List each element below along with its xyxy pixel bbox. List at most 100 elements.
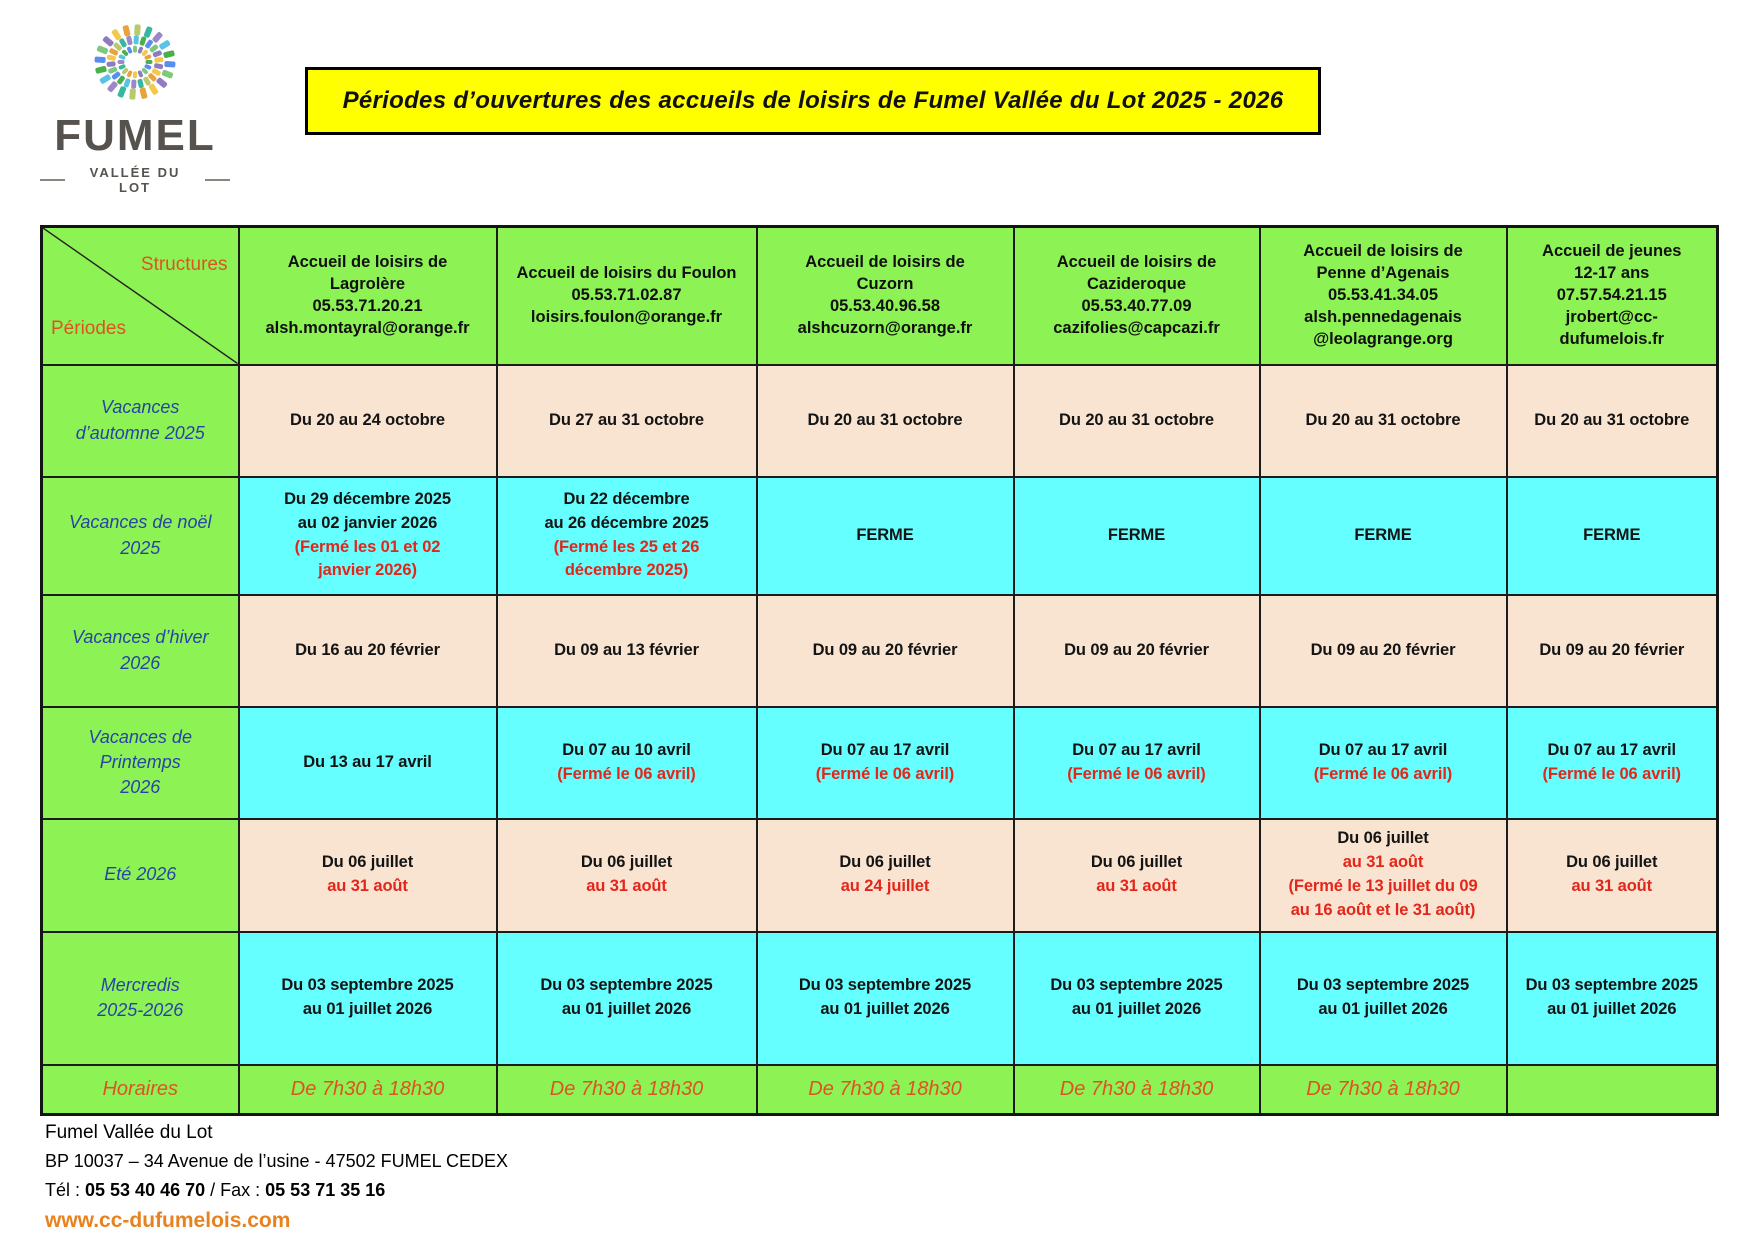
cell-line: Du 29 décembre 2025 (284, 489, 451, 508)
logo-burst-icon (94, 24, 176, 100)
column-header-line: Accueil de loisirs de (1056, 252, 1217, 271)
column-header-line: 05.53.40.96.58 (829, 296, 941, 315)
column-header-line: Accueil de loisirs du Foulon (516, 263, 737, 282)
cell-mercredis-2025-2026-cazideroque: Du 03 septembre 2025 au 01 juillet 2026 (1012, 930, 1261, 1066)
logo-burst-dot (119, 38, 127, 48)
logo-burst-dot (159, 40, 171, 50)
row-label-line: 2025-2026 (97, 1000, 184, 1020)
corner-periodes-label: Périodes (51, 317, 126, 339)
cell-line: FERME (1354, 525, 1412, 544)
cell-line: Du 07 au 17 avril (820, 740, 950, 759)
logo-burst-dot (122, 68, 129, 75)
cell-line: Du 27 au 31 octobre (549, 410, 704, 429)
column-header-line: Cuzorn (856, 274, 914, 293)
logo-burst-dot (117, 86, 127, 98)
table-row: Eté 2026 Du 06 juillet au 31 août Du 06 jui… (40, 817, 1719, 933)
logo-burst-dot (126, 35, 133, 46)
cell-mercredis-2025-2026-lagrolere: Du 03 septembre 2025 au 01 juillet 2026 (237, 930, 498, 1066)
cell-ete-2026-penne-dagenais: Du 06 juillet au 31 août (Fermé le 13 juil… (1258, 817, 1508, 933)
logo-burst-dot (149, 44, 159, 53)
logo-burst-dot (145, 60, 153, 64)
cell-line: Du 07 au 17 avril (1072, 740, 1201, 759)
footer-phone-fax: Tél : 05 53 40 46 70 / Fax : 05 53 71 35… (45, 1180, 508, 1201)
cell-line: Du 20 au 31 octobre (1059, 410, 1214, 429)
tagline-rule-left (40, 179, 66, 181)
column-header-line: Accueil de loisirs de (805, 252, 965, 271)
row-label-vacances-automne-2025: Vacances d’automne 2025 (40, 363, 240, 478)
cell-vacances-printemps-2026-penne-dagenais: Du 07 au 17 avril (Fermé le 06 avril) (1258, 705, 1508, 820)
logo-burst-dot (129, 88, 136, 100)
fumel-logo: FUMEL VALLÉE DU LOT (40, 14, 230, 195)
logo-burst-dot (163, 50, 175, 59)
cell-line: Du 09 au 20 février (812, 640, 958, 659)
table-row: Vacances d’hiver 2026 Du 16 au 20 février D… (40, 593, 1719, 708)
column-header-line: jrobert@cc-dufumelois.fr (1559, 307, 1664, 348)
cell-line: au 01 juillet 2026 (302, 1000, 433, 1018)
cell-line: au 02 janvier 2026 (297, 513, 438, 532)
cell-line: Du 07 au 17 avril (1547, 740, 1677, 759)
logo-burst-dot (151, 68, 161, 76)
cell-line: décembre 2025) (564, 561, 689, 580)
column-header-line: 12-17 ans (1574, 263, 1650, 282)
cell-line: (Fermé le 06 avril) (1067, 764, 1206, 783)
logo-burst-dot (148, 83, 159, 95)
logo-burst-dot (131, 79, 137, 89)
column-header-lagrolere: Accueil de loisirs de Lagrolère 05.53.71.2… (237, 225, 498, 366)
row-label-line: 2026 (120, 777, 161, 798)
cell-line: Du 06 juillet (1566, 853, 1658, 872)
cell-line: Du 03 septembre 2025 (1050, 976, 1223, 995)
logo-burst-dot (106, 61, 116, 67)
cell-horaires-lagrolere: De 7h30 à 18h30 (237, 1063, 498, 1116)
row-label-line: 2025 (120, 537, 161, 558)
column-header-line: Accueil de jeunes (1542, 241, 1682, 260)
cell-line: Du 06 juillet (1090, 853, 1183, 872)
cell-vacances-noel-2025-penne-dagenais: FERME (1258, 475, 1508, 596)
footer-tel-label: Tél : (45, 1180, 86, 1200)
row-label-horaires: Horaires (40, 1063, 240, 1116)
cell-line: (Fermé le 06 avril) (1313, 764, 1453, 783)
cell-line: (Fermé le 06 avril) (557, 764, 696, 783)
cell-line: au 01 juillet 2026 (1318, 1000, 1448, 1018)
cell-vacances-printemps-2026-lagrolere: Du 13 au 17 avril (237, 705, 498, 820)
cell-line: Du 03 septembre 2025 (281, 976, 454, 995)
row-label-line: Printemps (99, 751, 181, 772)
logo-burst-dot (141, 49, 148, 56)
cell-vacances-printemps-2026-accueil-jeunes: Du 07 au 17 avril (Fermé le 06 avril) (1505, 705, 1719, 820)
footer-fax-number: 05 53 71 35 16 (265, 1180, 386, 1200)
cell-line: au 01 juillet 2026 (1547, 1000, 1677, 1018)
row-label-ete-2026: Eté 2026 (40, 817, 240, 933)
logo-burst-dot (152, 31, 163, 43)
logo-burst-dot (127, 70, 133, 78)
logo-burst-dot (154, 57, 164, 63)
logo-burst-dot (145, 39, 153, 49)
table-row: Vacances d’automne 2025 Du 20 au 24 octobr… (40, 363, 1719, 478)
cell-line: Du 09 au 20 février (1310, 640, 1456, 659)
cell-vacances-hiver-2026-accueil-jeunes: Du 09 au 20 février (1505, 593, 1719, 708)
logo-burst-dot (122, 49, 129, 56)
cell-line: Du 09 au 20 février (1539, 640, 1685, 659)
column-header-line: Penne d’Agenais (1316, 263, 1450, 282)
cell-vacances-hiver-2026-cuzorn: Du 09 au 20 février (755, 593, 1015, 708)
row-label-line: Eté 2026 (104, 864, 177, 885)
table-row-horaires: Horaires De 7h30 à 18h30 De 7h30 à 18h30 De… (40, 1063, 1719, 1116)
footer-website-link: www.cc-dufumelois.com (45, 1209, 291, 1232)
column-header-line: 05.53.71.20.21 (312, 296, 423, 315)
logo-burst-dot (144, 54, 152, 60)
logo-burst-dot (161, 69, 174, 79)
cell-mercredis-2025-2026-foulon: Du 03 septembre 2025 au 01 juillet 2026 (495, 930, 758, 1066)
logo-burst-dot (111, 29, 122, 41)
opening-periods-table: Structures Périodes Accueil de loisirs d… (40, 225, 1719, 1116)
logo-burst-dot (148, 73, 157, 82)
column-header-line: @leolagrange.org (1313, 329, 1453, 348)
column-header-line: Cazideroque (1086, 274, 1187, 293)
cell-line: Du 03 septembre 2025 (1296, 976, 1470, 995)
cell-line: Du 06 juillet (321, 853, 414, 872)
footer-org-name: Fumel Vallée du Lot (45, 1122, 213, 1143)
cell-line: au 24 juillet (840, 877, 930, 895)
cell-vacances-hiver-2026-cazideroque: Du 09 au 20 février (1012, 593, 1261, 708)
row-label-line: Mercredis (100, 974, 180, 995)
cell-line: au 26 décembre 2025 (544, 513, 709, 532)
cell-line: Du 03 septembre 2025 (1525, 976, 1698, 995)
logo-burst-dot (141, 68, 148, 75)
cell-ete-2026-lagrolere: Du 06 juillet au 31 août (237, 817, 498, 933)
